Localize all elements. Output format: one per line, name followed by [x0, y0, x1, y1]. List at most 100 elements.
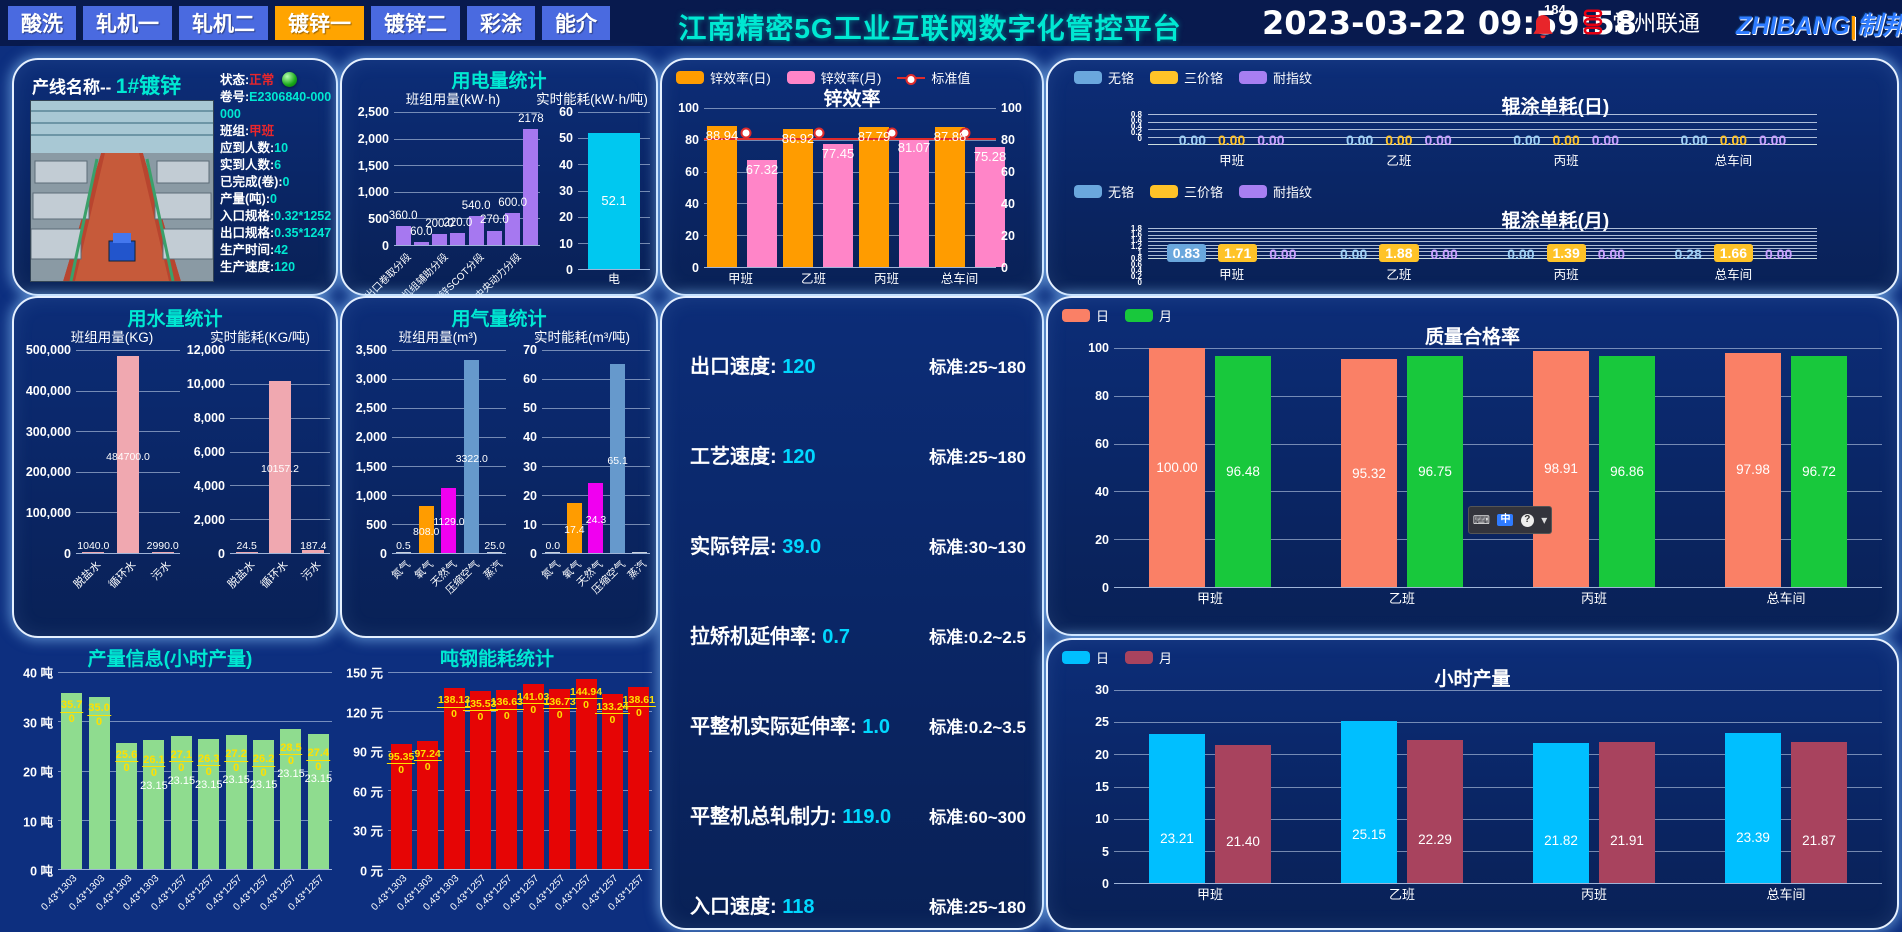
line-info-value: 10 — [274, 141, 289, 155]
electricity-team-subtitle: 班组用量(kW·h) — [405, 92, 501, 107]
ton-energy-block: 吨钢能耗统计 150 元 120 元 90 元 60 元 30 元 0 元 95.35 0 97… — [340, 638, 656, 930]
roller-value: 0.00 — [1765, 246, 1793, 262]
bar-slot: 96.75 — [1404, 348, 1466, 587]
tab-duxin-2[interactable]: 镀锌二 — [371, 6, 460, 40]
line-info-row: 已完成(卷):0 — [220, 174, 338, 191]
y-axis: 60 50 40 30 20 10 0 — [546, 105, 578, 277]
x-axis-label: 甲班 — [727, 272, 753, 286]
bar-value-label: 136.63 0 — [489, 696, 524, 722]
roller-gridline — [1148, 254, 1817, 256]
gridline — [388, 750, 652, 752]
electricity-panel: 用电量统计 班组用量(kW·h) 实时能耗(kW·h/吨) 2,500 2,000… — [340, 58, 658, 308]
bar — [117, 356, 139, 553]
bar-value-label: 144.94 0 — [568, 685, 604, 711]
legend-item: 耐指纹 — [1239, 182, 1312, 201]
line-info-row: 状态:正常 — [220, 72, 338, 89]
legend-item: 月 — [1125, 648, 1172, 667]
legend-chip — [1239, 185, 1268, 198]
metric-name: 拉矫机延伸率: — [690, 626, 823, 648]
metric-label: 工艺速度: 120 — [690, 440, 816, 469]
tab-nengjie[interactable]: 能介 — [542, 6, 610, 40]
line-info-row: 班组:甲班 — [220, 123, 338, 140]
bar-value-label: 96.72 — [1802, 463, 1836, 479]
roller-values: 0.83 1.71 0.00 甲班 0.00 1.88 0.00 乙班 0.00 1.39 0.00… — [1148, 244, 1817, 282]
water-team-subtitle: 班组用量(KG) — [70, 330, 154, 345]
tab-zhaji-1[interactable]: 轧机一 — [83, 6, 172, 40]
bar-value-label: 26.2 0 23.15 — [249, 753, 278, 792]
help-icon[interactable]: ? — [1520, 513, 1534, 527]
y-axis-tick: 20 — [1095, 533, 1109, 547]
bar — [747, 159, 777, 267]
bar — [116, 742, 138, 869]
gridline — [542, 350, 650, 351]
y-axis-tick: 30 — [523, 459, 537, 474]
roller-coating-panel: 无铬 三价铬 耐指纹 辊涂单耗(日) 0.8 0.6 0.4 0.2 0 0.00 0.00 0.00… — [1046, 58, 1899, 296]
y-axis-tick: 80 — [685, 133, 699, 147]
bar-slot: 3322.0 — [456, 350, 488, 553]
language-chip[interactable]: 中 — [1497, 514, 1514, 526]
bar-slot: 1129.0 — [433, 350, 465, 553]
bar — [1725, 732, 1781, 883]
line-info-value: 0.32*1252 — [274, 209, 332, 223]
bar-value-label: 1129.0 — [433, 516, 465, 529]
legend-item: 日 — [1062, 648, 1109, 667]
gridline — [542, 379, 650, 380]
x-axis-label: 压缩空气 — [444, 554, 483, 598]
chart-production-info: 40 吨 30 吨 20 吨 10 吨 0 吨 35.7 0 35.0 0 25.6 0 26.1 0 2… — [8, 667, 332, 928]
bar-slot: 187.4 — [297, 350, 330, 553]
x-axis-label: 总车间 — [1766, 591, 1806, 606]
bar-chart: 100 80 60 40 20 0 88.94 67.32 86.92 77.45 87.79 81.… — [668, 101, 1036, 288]
roller-gridline — [1148, 241, 1817, 243]
tab-duxin-1[interactable]: 镀锌一 — [275, 6, 364, 40]
bar-group: 23.21 21.40 — [1114, 690, 1306, 883]
y-axis-tick: 2,000 — [193, 513, 225, 527]
bar — [469, 691, 491, 869]
bar-group: 87.88 75.28 — [932, 108, 1008, 267]
input-method-toolbar[interactable]: ⌨ 中 ? ▾ — [1468, 506, 1552, 534]
gridline — [392, 408, 506, 409]
bar-value-label: 75.28 — [973, 149, 1007, 165]
tab-zhaji-2[interactable]: 轧机二 — [179, 6, 268, 40]
production-line-photo — [30, 100, 214, 282]
roller-value: 1.88 — [1379, 244, 1419, 262]
bar-slot: 98.91 — [1530, 348, 1592, 587]
keyboard-icon[interactable]: ⌨ — [1472, 513, 1491, 527]
legend-dot — [905, 73, 917, 85]
line-info-label: 产量(吨): — [220, 192, 270, 206]
roller-value: 0.83 — [1166, 244, 1206, 262]
more-icon[interactable]: ▾ — [1541, 513, 1548, 527]
bar — [859, 127, 889, 267]
plot-area: 88.94 67.32 86.92 77.45 87.79 81.07 87.88 75.28 — [704, 108, 1006, 268]
bar-value-label: 24.3 — [585, 513, 607, 526]
gridline — [58, 819, 332, 821]
y-axis-tick: 30 — [1095, 683, 1109, 697]
y-axis-tick: 200,000 — [25, 465, 71, 480]
y-axis-tick: 100,000 — [25, 506, 71, 521]
roller-title: 辊涂单耗(月) — [1501, 211, 1610, 232]
tab-caitu[interactable]: 彩涂 — [467, 6, 535, 40]
alarm-bell-icon[interactable]: 184 — [1528, 2, 1568, 44]
y-axis: 12,000 10,000 8,000 6,000 4,000 2,000 0 — [184, 343, 230, 561]
zhibang-logo: ZHIBANG|制邦 — [1736, 12, 1902, 40]
bars: 360.0 60.0 200.0 220.0 540.0 270.0 600.0 2178 — [389, 112, 544, 245]
bar-slot: 88.94 — [704, 108, 740, 267]
x-axis-labels: 氮气 氧气 天然气 压缩空气 蒸汽 — [539, 554, 650, 598]
bar-slot: 138.61 0 — [621, 672, 656, 869]
tab-suanxi[interactable]: 酸洗 — [8, 6, 76, 40]
bar — [707, 125, 737, 267]
legend-chip — [1150, 185, 1179, 198]
bar-group: 95.32 96.75 — [1306, 348, 1498, 587]
roller-y-tick: 0 — [1137, 134, 1142, 143]
bar-slot: 96.86 — [1596, 348, 1658, 587]
unicom-knot-icon — [1583, 9, 1603, 35]
gridline — [1114, 690, 1882, 691]
y-axis-tick: 40 — [685, 197, 699, 211]
bar-value-label: 77.45 — [821, 145, 855, 161]
bar — [61, 693, 83, 869]
roller-group: 0.83 1.71 0.00 甲班 — [1148, 244, 1315, 282]
y-axis-tick: 0 吨 — [30, 864, 53, 879]
bar-slot: 10157.2 — [261, 350, 299, 553]
bar-value-label: 270.0 — [479, 214, 509, 227]
roller-value: 0.00 — [1591, 132, 1619, 148]
legend-chip — [1062, 309, 1090, 322]
